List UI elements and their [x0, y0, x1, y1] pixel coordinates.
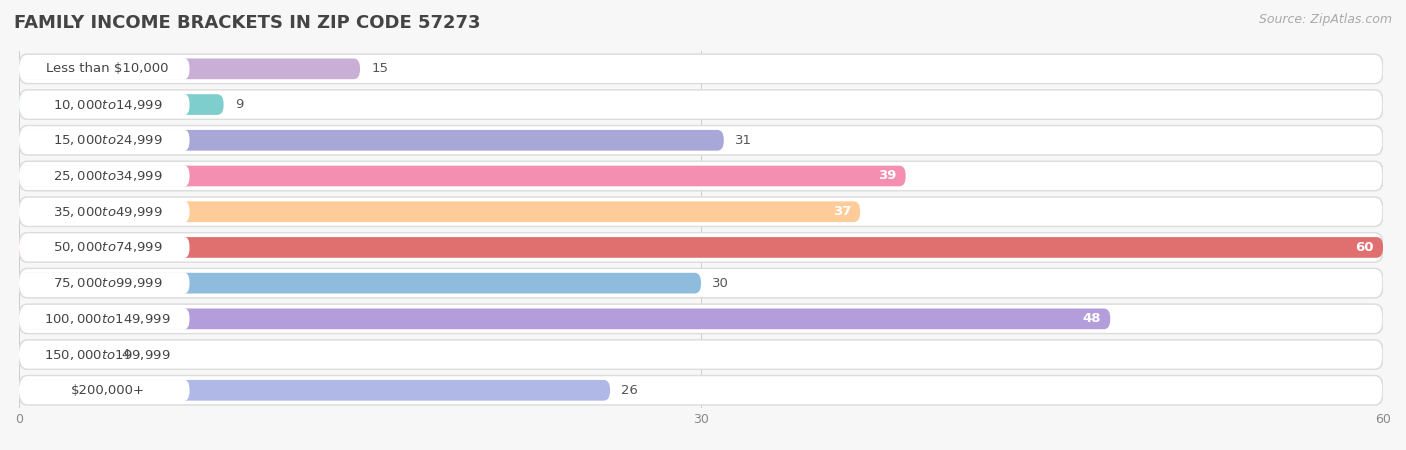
FancyBboxPatch shape — [20, 309, 1111, 329]
FancyBboxPatch shape — [20, 126, 1382, 154]
FancyBboxPatch shape — [20, 162, 1384, 191]
FancyBboxPatch shape — [20, 340, 1384, 369]
Text: 9: 9 — [235, 98, 243, 111]
FancyBboxPatch shape — [20, 269, 1384, 298]
FancyBboxPatch shape — [20, 130, 190, 151]
Text: 48: 48 — [1083, 312, 1101, 325]
FancyBboxPatch shape — [20, 162, 1382, 190]
FancyBboxPatch shape — [20, 304, 1384, 333]
FancyBboxPatch shape — [20, 130, 724, 151]
FancyBboxPatch shape — [20, 166, 905, 186]
FancyBboxPatch shape — [20, 198, 1382, 225]
FancyBboxPatch shape — [20, 201, 190, 223]
Text: $15,000 to $24,999: $15,000 to $24,999 — [53, 133, 163, 147]
Text: Less than $10,000: Less than $10,000 — [46, 63, 169, 75]
Text: $25,000 to $34,999: $25,000 to $34,999 — [53, 169, 163, 183]
FancyBboxPatch shape — [20, 344, 110, 365]
Text: Source: ZipAtlas.com: Source: ZipAtlas.com — [1258, 14, 1392, 27]
FancyBboxPatch shape — [20, 269, 1382, 297]
FancyBboxPatch shape — [20, 341, 1382, 369]
Text: $35,000 to $49,999: $35,000 to $49,999 — [53, 205, 163, 219]
Text: 31: 31 — [735, 134, 752, 147]
FancyBboxPatch shape — [20, 58, 190, 80]
FancyBboxPatch shape — [20, 272, 190, 294]
FancyBboxPatch shape — [20, 233, 1384, 262]
FancyBboxPatch shape — [20, 126, 1384, 155]
Text: 15: 15 — [371, 63, 388, 75]
FancyBboxPatch shape — [20, 90, 1382, 118]
FancyBboxPatch shape — [20, 165, 190, 187]
FancyBboxPatch shape — [20, 90, 1384, 119]
Text: $100,000 to $149,999: $100,000 to $149,999 — [45, 312, 172, 326]
Text: 26: 26 — [621, 384, 638, 397]
FancyBboxPatch shape — [20, 94, 190, 116]
FancyBboxPatch shape — [20, 197, 1384, 226]
Text: 37: 37 — [832, 205, 851, 218]
FancyBboxPatch shape — [20, 201, 860, 222]
FancyBboxPatch shape — [20, 237, 190, 258]
FancyBboxPatch shape — [20, 308, 190, 330]
FancyBboxPatch shape — [20, 273, 702, 293]
FancyBboxPatch shape — [20, 237, 1384, 258]
Text: FAMILY INCOME BRACKETS IN ZIP CODE 57273: FAMILY INCOME BRACKETS IN ZIP CODE 57273 — [14, 14, 481, 32]
FancyBboxPatch shape — [20, 379, 190, 401]
Text: $200,000+: $200,000+ — [70, 384, 145, 397]
Text: $50,000 to $74,999: $50,000 to $74,999 — [53, 240, 163, 254]
Text: 4: 4 — [121, 348, 129, 361]
FancyBboxPatch shape — [20, 54, 1384, 84]
FancyBboxPatch shape — [20, 344, 190, 365]
Text: 60: 60 — [1355, 241, 1374, 254]
FancyBboxPatch shape — [20, 376, 1382, 404]
Text: 39: 39 — [879, 170, 897, 183]
FancyBboxPatch shape — [20, 376, 1384, 405]
Text: 30: 30 — [713, 277, 730, 290]
Text: $150,000 to $199,999: $150,000 to $199,999 — [45, 347, 172, 361]
FancyBboxPatch shape — [20, 380, 610, 400]
FancyBboxPatch shape — [20, 305, 1382, 333]
FancyBboxPatch shape — [20, 58, 360, 79]
FancyBboxPatch shape — [20, 94, 224, 115]
Text: $10,000 to $14,999: $10,000 to $14,999 — [53, 98, 163, 112]
FancyBboxPatch shape — [20, 55, 1382, 83]
FancyBboxPatch shape — [20, 234, 1382, 261]
Text: $75,000 to $99,999: $75,000 to $99,999 — [53, 276, 163, 290]
